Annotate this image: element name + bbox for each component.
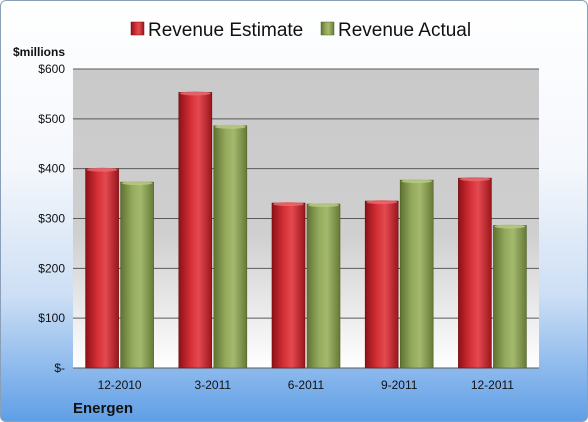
bar-top-highlight [494, 224, 526, 229]
x-tick-label: 3-2011 [195, 378, 232, 392]
y-tick-label: $400 [38, 162, 65, 176]
x-tick-label: 6-2011 [288, 378, 325, 392]
bar-revenue-estimate [271, 202, 306, 369]
x-tick-label: 9-2011 [381, 378, 418, 392]
legend-swatch-estimate [130, 21, 145, 36]
x-tick-label: 12-2011 [471, 378, 514, 392]
bar-revenue-estimate [178, 92, 213, 369]
bar-top-highlight [86, 167, 118, 172]
bar-revenue-estimate [364, 200, 399, 369]
legend-swatch-actual [320, 21, 335, 36]
bar-revenue-estimate [458, 177, 492, 369]
bar-top-highlight [179, 91, 211, 96]
bar-top-highlight [273, 202, 304, 207]
y-tick-label: $600 [38, 62, 65, 76]
bar-top-highlight [121, 181, 153, 186]
bar-revenue-estimate [85, 168, 119, 369]
bar-revenue-actual [493, 225, 527, 369]
y-tick-label: $300 [38, 212, 65, 226]
bar-top-highlight [401, 179, 433, 184]
bar-revenue-actual [306, 203, 341, 369]
y-axis-label: $millions [13, 45, 65, 59]
bar-top-highlight [366, 200, 398, 205]
legend-label-estimate: Revenue Estimate [148, 20, 303, 41]
y-tick-label: $200 [38, 261, 65, 275]
legend-label-actual: Revenue Actual [338, 20, 471, 41]
x-tick-label: 12-2010 [98, 378, 142, 392]
y-tick-label: $500 [38, 112, 65, 126]
bar-revenue-actual [120, 181, 154, 369]
bar-top-highlight [459, 177, 491, 182]
y-tick-label: $100 [38, 311, 65, 325]
bar-top-highlight [308, 203, 339, 208]
bar-revenue-actual [213, 125, 248, 369]
y-tick-label: $- [54, 361, 65, 375]
bar-revenue-actual [399, 179, 434, 369]
company-name: Energen [73, 400, 133, 417]
bar-top-highlight [214, 124, 246, 129]
